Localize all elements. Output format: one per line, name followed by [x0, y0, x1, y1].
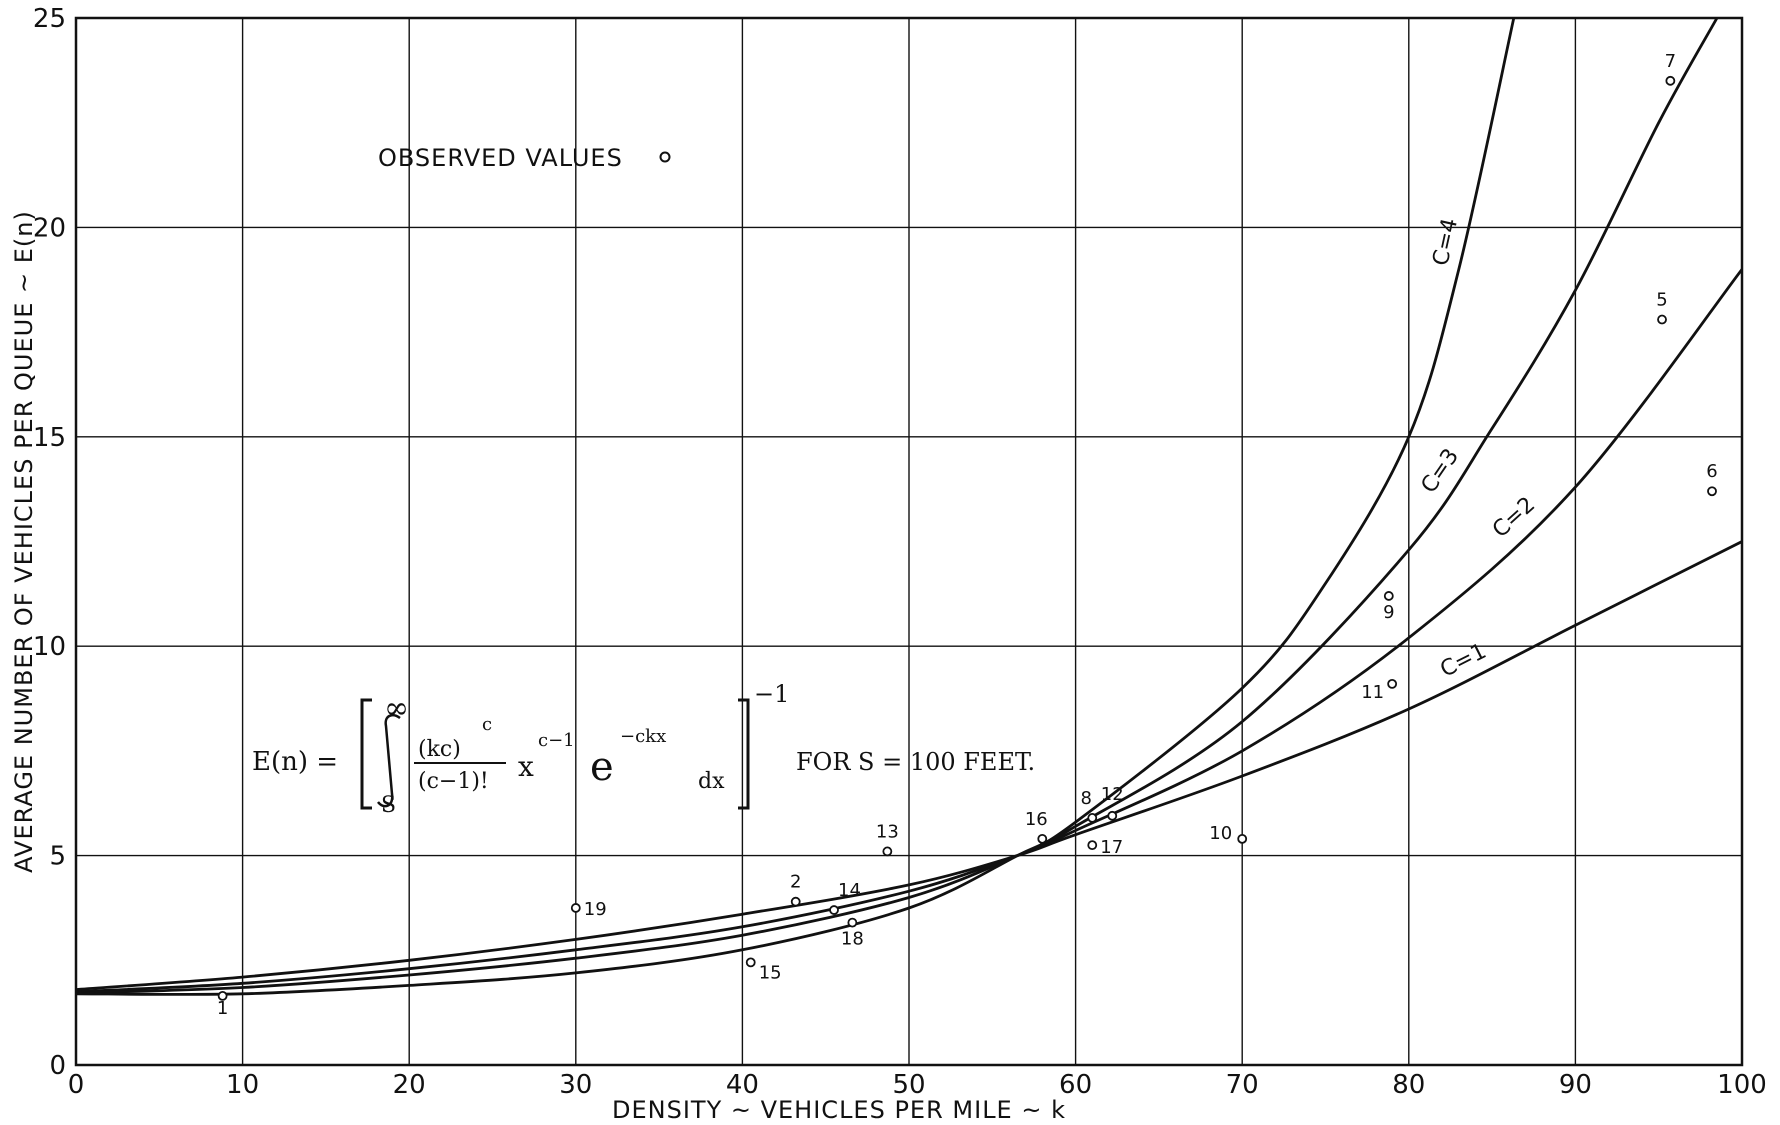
observed-point-label-18: 18: [841, 929, 864, 950]
observed-point-label-2: 2: [790, 872, 801, 893]
observed-point-9: [1383, 591, 1394, 601]
observed-point-1: [217, 990, 228, 1001]
observed-point-label-5: 5: [1656, 290, 1667, 311]
observed-point-label-11: 11: [1361, 682, 1384, 703]
observed-point-18: [847, 917, 858, 928]
curve-c3: [76, 18, 1719, 995]
observed-point-6: [1707, 486, 1717, 497]
curves-group: [76, 18, 1742, 996]
x-axis-label: DENSITY ~ VEHICLES PER MILE ~ k: [612, 1096, 1066, 1124]
legend-marker: [659, 151, 671, 163]
observed-point-16: [1037, 833, 1048, 844]
x-tick-label-0: 0: [68, 1070, 85, 1100]
observed-point-label-17: 17: [1100, 837, 1123, 858]
observed-point-12: [1107, 810, 1118, 821]
formula-x-term: x: [518, 750, 534, 783]
observed-point-5: [1657, 314, 1667, 325]
formula-e-exponent: −ckx: [620, 726, 666, 747]
x-tick-label-100: 100: [1717, 1070, 1767, 1100]
formula-fraction-numerator: (kc): [418, 737, 461, 762]
y-axis-label: AVERAGE NUMBER OF VEHICLES PER QUEUE ~ E…: [10, 210, 38, 873]
x-tick-label-90: 90: [1559, 1070, 1592, 1100]
observed-point-label-12: 12: [1101, 784, 1124, 805]
x-tick-label-70: 70: [1226, 1070, 1259, 1100]
observed-point-7: [1665, 75, 1676, 86]
observed-point-19: [570, 903, 581, 913]
legend: OBSERVED VALUES: [378, 144, 671, 172]
formula-integral-upper: ∞: [384, 691, 409, 726]
observed-point-11: [1387, 678, 1398, 689]
observed-point-label-16: 16: [1025, 809, 1048, 830]
x-tick-label-50: 50: [892, 1070, 925, 1100]
formula-lhs: E(n) =: [252, 747, 338, 777]
observed-point-label-10: 10: [1209, 823, 1232, 844]
observed-point-label-14: 14: [838, 880, 861, 901]
formula-condition: FOR S = 100 FEET.: [796, 748, 1035, 776]
observed-point-label-1: 1: [217, 998, 228, 1019]
observed-point-label-9: 9: [1383, 602, 1394, 623]
formula-dx: dx: [698, 769, 725, 794]
observed-point-14: [829, 905, 839, 915]
formula: E(n) = ∞ S (kc) c (c−1)! x c−1 e −ckx dx…: [252, 680, 1035, 818]
observed-point-label-13: 13: [876, 821, 899, 842]
legend-label: OBSERVED VALUES: [378, 144, 623, 172]
x-tick-label-40: 40: [726, 1070, 759, 1100]
y-tick-label-20: 20: [33, 213, 66, 243]
y-tick-label-0: 0: [49, 1051, 66, 1081]
observed-point-10: [1237, 833, 1248, 844]
formula-outer-exponent: −1: [754, 680, 789, 708]
x-tick-label-60: 60: [1059, 1070, 1092, 1100]
x-tick-label-30: 30: [559, 1070, 592, 1100]
observed-point-8: [1087, 813, 1098, 823]
curve-c2: [76, 268, 1742, 994]
observed-point-label-7: 7: [1665, 51, 1676, 72]
curve-label-c1: C=1: [1437, 639, 1491, 683]
formula-numerator-exponent: c: [482, 714, 492, 735]
formula-right-bracket: [738, 698, 750, 810]
y-tick-label-10: 10: [33, 632, 66, 662]
y-tick-label-15: 15: [33, 423, 66, 453]
curve-label-c4: C=4: [1428, 216, 1463, 268]
x-tick-label-10: 10: [226, 1070, 259, 1100]
observed-point-13: [882, 846, 893, 857]
observed-point-label-15: 15: [759, 962, 782, 983]
observed-point-17: [1087, 840, 1098, 851]
formula-integral-sign: [377, 714, 401, 808]
formula-integral-lower: S: [381, 793, 396, 818]
x-tick-label-80: 80: [1392, 1070, 1425, 1100]
curve-label-c3: C=3: [1417, 444, 1465, 498]
formula-x-exponent: c−1: [538, 730, 575, 751]
observed-point-2: [790, 896, 801, 907]
formula-fraction-denominator: (c−1)!: [418, 769, 489, 794]
curve-c4: [76, 18, 1516, 996]
formula-e-term: e: [590, 744, 614, 790]
observed-point-label-6: 6: [1706, 461, 1717, 482]
curve-label-c2: C=2: [1488, 492, 1540, 543]
curve-c1: [76, 540, 1742, 991]
observed-point-15: [745, 957, 756, 968]
observed-point-label-8: 8: [1081, 788, 1092, 809]
y-tick-label-5: 5: [49, 842, 66, 872]
x-tick-label-20: 20: [393, 1070, 426, 1100]
y-tick-label-25: 25: [33, 4, 66, 34]
observed-point-label-19: 19: [584, 899, 607, 920]
formula-left-bracket: [360, 698, 372, 810]
